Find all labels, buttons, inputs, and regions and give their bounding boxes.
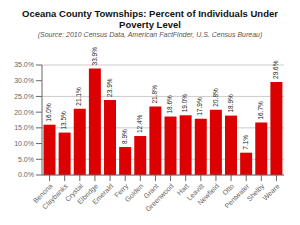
svg-text:12.4%: 12.4%	[136, 114, 143, 133]
svg-text:7.1%: 7.1%	[242, 135, 249, 150]
svg-text:Ferry: Ferry	[112, 182, 130, 199]
svg-text:Grant: Grant	[142, 182, 160, 200]
svg-text:20.8%: 20.8%	[212, 88, 219, 107]
svg-text:Golden: Golden	[124, 182, 145, 203]
html-text:Oceana County Townships: Perce: Oceana County Townships: Percent of Indi…	[22, 8, 278, 30]
html-text:(Source: 2010 Census Data, Ame: (Source: 2010 Census Data, American Fact…	[37, 31, 263, 38]
svg-text:Elbridge: Elbridge	[76, 182, 100, 206]
svg-text:18.6%: 18.6%	[166, 95, 173, 114]
svg-text:Hart: Hart	[175, 182, 190, 197]
svg-text:Leavitt: Leavitt	[185, 182, 205, 202]
svg-text:16.7%: 16.7%	[257, 101, 264, 120]
svg-text:Otto: Otto	[221, 182, 236, 197]
svg-text:Newfield: Newfield	[196, 182, 220, 206]
svg-text:Crystal: Crystal	[63, 182, 84, 203]
svg-text:0.0%: 0.0%	[18, 171, 34, 178]
svg-text:20.0%: 20.0%	[14, 109, 34, 116]
svg-text:30.0%: 30.0%	[14, 77, 34, 84]
svg-text:15.0%: 15.0%	[14, 124, 34, 131]
svg-text:21.1%: 21.1%	[75, 87, 82, 106]
svg-text:21.8%: 21.8%	[151, 85, 158, 104]
svg-text:29.6%: 29.6%	[272, 60, 279, 79]
svg-text:8.9%: 8.9%	[121, 129, 128, 144]
svg-text:Shelby: Shelby	[245, 182, 266, 203]
svg-text:16.0%: 16.0%	[45, 103, 52, 122]
svg-text:Greenwood: Greenwood	[144, 182, 175, 211]
svg-text:33.9%: 33.9%	[91, 47, 98, 66]
svg-text:5.0%: 5.0%	[18, 156, 34, 163]
svg-text:Pentwater: Pentwater	[223, 182, 251, 210]
svg-text:25.0%: 25.0%	[14, 93, 34, 100]
svg-text:Benona: Benona	[31, 182, 54, 205]
svg-text:18.9%: 18.9%	[227, 94, 234, 113]
svg-text:35.0%: 35.0%	[14, 61, 34, 68]
svg-text:Emerald: Emerald	[91, 182, 114, 205]
svg-text:17.9%: 17.9%	[196, 97, 203, 116]
svg-text:23.9%: 23.9%	[106, 78, 113, 97]
svg-text:10.0%: 10.0%	[14, 140, 34, 147]
svg-text:Weare: Weare	[261, 182, 281, 202]
svg-text:19.0%: 19.0%	[181, 94, 188, 113]
svg-text:13.5%: 13.5%	[60, 111, 67, 130]
